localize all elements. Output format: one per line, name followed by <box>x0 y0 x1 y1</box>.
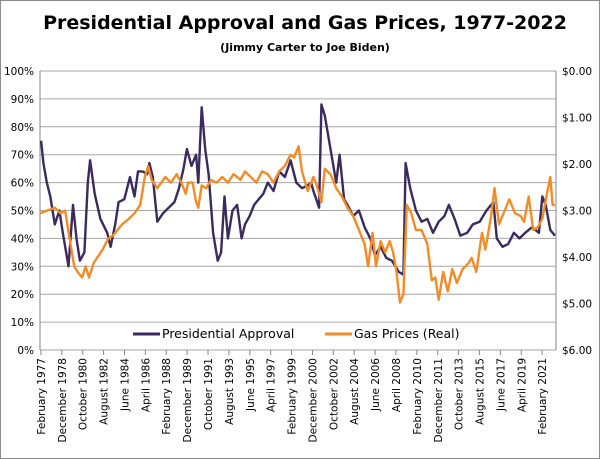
x-tick-label: April 2019 <box>516 358 528 412</box>
x-tick-label: June 2006 <box>370 358 382 412</box>
x-tick-label: June 1995 <box>245 358 257 412</box>
x-axis: February 1977 December 1978 October 1980 Au… <box>36 350 549 443</box>
x-tick-label: August 2004 <box>349 358 361 425</box>
y-left-tick-label: 50% <box>11 206 34 218</box>
y-right-tick-label: $4.00 <box>562 252 592 264</box>
gridlines <box>39 70 557 351</box>
chart-title: Presidential Approval and Gas Prices, 19… <box>43 12 567 34</box>
y-left-tick-label: 40% <box>11 233 34 245</box>
x-tick-label: February 1999 <box>287 358 299 435</box>
x-tick-label: April 1986 <box>140 358 152 412</box>
y-right-tick-label: $1.00 <box>562 113 592 125</box>
x-tick-label: October 1980 <box>78 358 90 430</box>
left-axis: 0% 10% 20% 30% 40% 50% 60% 70% 80% 90% 100% <box>4 66 34 357</box>
x-tick-label: August 1993 <box>224 358 236 425</box>
y-left-tick-label: 30% <box>11 261 34 273</box>
x-tick-label: August 2015 <box>474 358 486 425</box>
x-tick-label: October 2013 <box>454 358 466 430</box>
y-left-tick-label: 80% <box>11 122 34 134</box>
y-right-tick-label: $0.00 <box>562 66 592 78</box>
x-tick-label: April 2008 <box>391 358 403 412</box>
x-tick-label: December 1978 <box>57 358 69 443</box>
y-left-tick-label: 10% <box>11 317 34 329</box>
gas-price-line <box>39 145 555 304</box>
x-tick-label: October 1991 <box>203 358 215 430</box>
y-right-tick-label: $3.00 <box>562 206 592 218</box>
x-tick-label: April 1997 <box>266 358 278 412</box>
x-tick-label: June 1984 <box>120 358 132 412</box>
x-tick-label: February 2021 <box>537 358 549 435</box>
x-tick-label: August 1982 <box>99 358 111 425</box>
x-tick-label: February 2010 <box>412 358 424 435</box>
x-tick-label: February 1977 <box>36 358 48 435</box>
y-right-tick-label: $2.00 <box>562 159 592 171</box>
x-tick-label: December 1989 <box>182 358 194 443</box>
legend-label-gas: Gas Prices (Real) <box>354 326 460 341</box>
x-tick-label: December 2000 <box>307 358 319 443</box>
y-right-tick-label: $6.00 <box>562 345 592 357</box>
approval-line <box>39 103 556 276</box>
y-left-tick-label: 70% <box>11 150 34 162</box>
chart-subtitle: (Jimmy Carter to Joe Biden) <box>220 41 390 54</box>
legend: Presidential Approval Gas Prices (Real) <box>133 326 460 341</box>
x-tick-label: February 1988 <box>161 358 173 435</box>
right-axis: $0.00 $1.00 $2.00 $3.00 $4.00 $5.00 $6.00 <box>562 66 592 357</box>
x-tick-label: October 2002 <box>328 358 340 430</box>
legend-label-approval: Presidential Approval <box>162 326 294 341</box>
y-left-tick-label: 100% <box>4 66 34 78</box>
y-left-tick-label: 60% <box>11 178 34 190</box>
series-lines <box>39 103 556 304</box>
y-left-tick-label: 90% <box>11 94 34 106</box>
x-tick-label: June 2017 <box>495 358 507 412</box>
x-tick-label: December 2011 <box>433 358 445 443</box>
y-left-tick-label: 20% <box>11 289 34 301</box>
y-left-tick-label: 0% <box>17 345 34 357</box>
y-right-tick-label: $5.00 <box>562 299 592 311</box>
